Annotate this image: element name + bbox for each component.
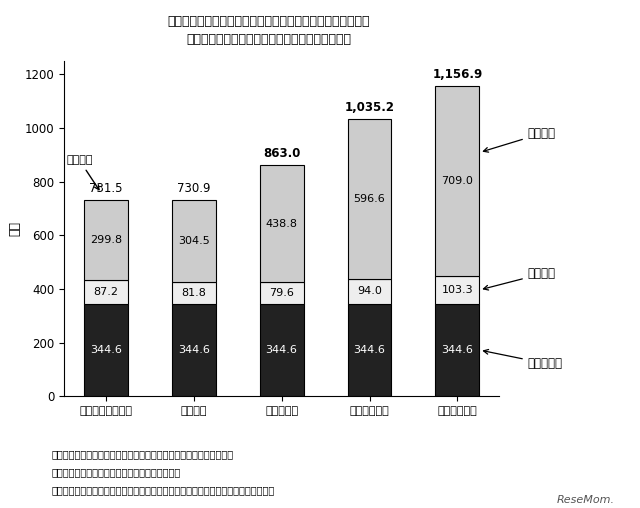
Text: 1,156.9: 1,156.9 [432,68,483,81]
Text: 709.0: 709.0 [442,176,474,186]
Text: 注　１：高校の費用は、国公立・私立を合わせた全体の平均である。: 注 １：高校の費用は、国公立・私立を合わせた全体の平均である。 [51,450,234,460]
Bar [435,276,479,304]
Y-axis label: 万円: 万円 [9,221,22,236]
Text: 344.6: 344.6 [90,345,122,355]
Text: 438.8: 438.8 [266,218,298,229]
Bar [84,200,128,280]
Text: 304.5: 304.5 [178,236,209,246]
Bar [260,304,303,396]
Text: 344.6: 344.6 [178,345,210,355]
Bar [172,304,216,396]
Bar [260,165,303,282]
Text: 596.6: 596.6 [354,194,385,204]
Text: ３：高専・専修・各種学校、私立短大は、修業年限を２年として算出している。: ３：高専・専修・各種学校、私立短大は、修業年限を２年として算出している。 [51,485,275,495]
Bar [172,200,216,282]
Text: 94.0: 94.0 [357,286,382,296]
Text: ReseMom.: ReseMom. [556,495,614,505]
Text: 730.9: 730.9 [177,182,211,196]
Bar [348,118,392,278]
Text: 79.6: 79.6 [269,288,294,298]
Text: 1,035.2: 1,035.2 [344,101,394,114]
Bar [84,304,128,396]
Text: 在学費用: 在学費用 [483,127,556,152]
Text: 高校の費用: 高校の費用 [483,350,563,370]
Text: （子供１人当たりの費用（年間平均額の累計））: （子供１人当たりの費用（年間平均額の累計）） [186,33,351,46]
Bar [348,278,392,304]
Text: 累計金額: 累計金額 [66,155,99,189]
Text: 344.6: 344.6 [353,345,385,355]
Bar [435,86,479,276]
Text: 81.8: 81.8 [181,288,206,298]
Text: 入学費用: 入学費用 [483,267,556,290]
Text: 103.3: 103.3 [442,285,473,295]
Bar [172,282,216,304]
Text: ２：高校の費用には、入学費用も含まれる。: ２：高校の費用には、入学費用も含まれる。 [51,467,180,478]
Text: 344.6: 344.6 [266,345,298,355]
Text: 731.5: 731.5 [89,182,122,195]
Text: 図－６　高校卒業後の入学先別にみた卒業までに必要な費用: 図－６ 高校卒業後の入学先別にみた卒業までに必要な費用 [168,15,370,28]
Text: 299.8: 299.8 [90,235,122,245]
Text: 863.0: 863.0 [263,147,300,160]
Bar [348,304,392,396]
Bar [260,282,303,304]
Bar [84,280,128,304]
Text: 344.6: 344.6 [442,345,474,355]
Bar [435,304,479,396]
Text: 87.2: 87.2 [93,287,118,297]
